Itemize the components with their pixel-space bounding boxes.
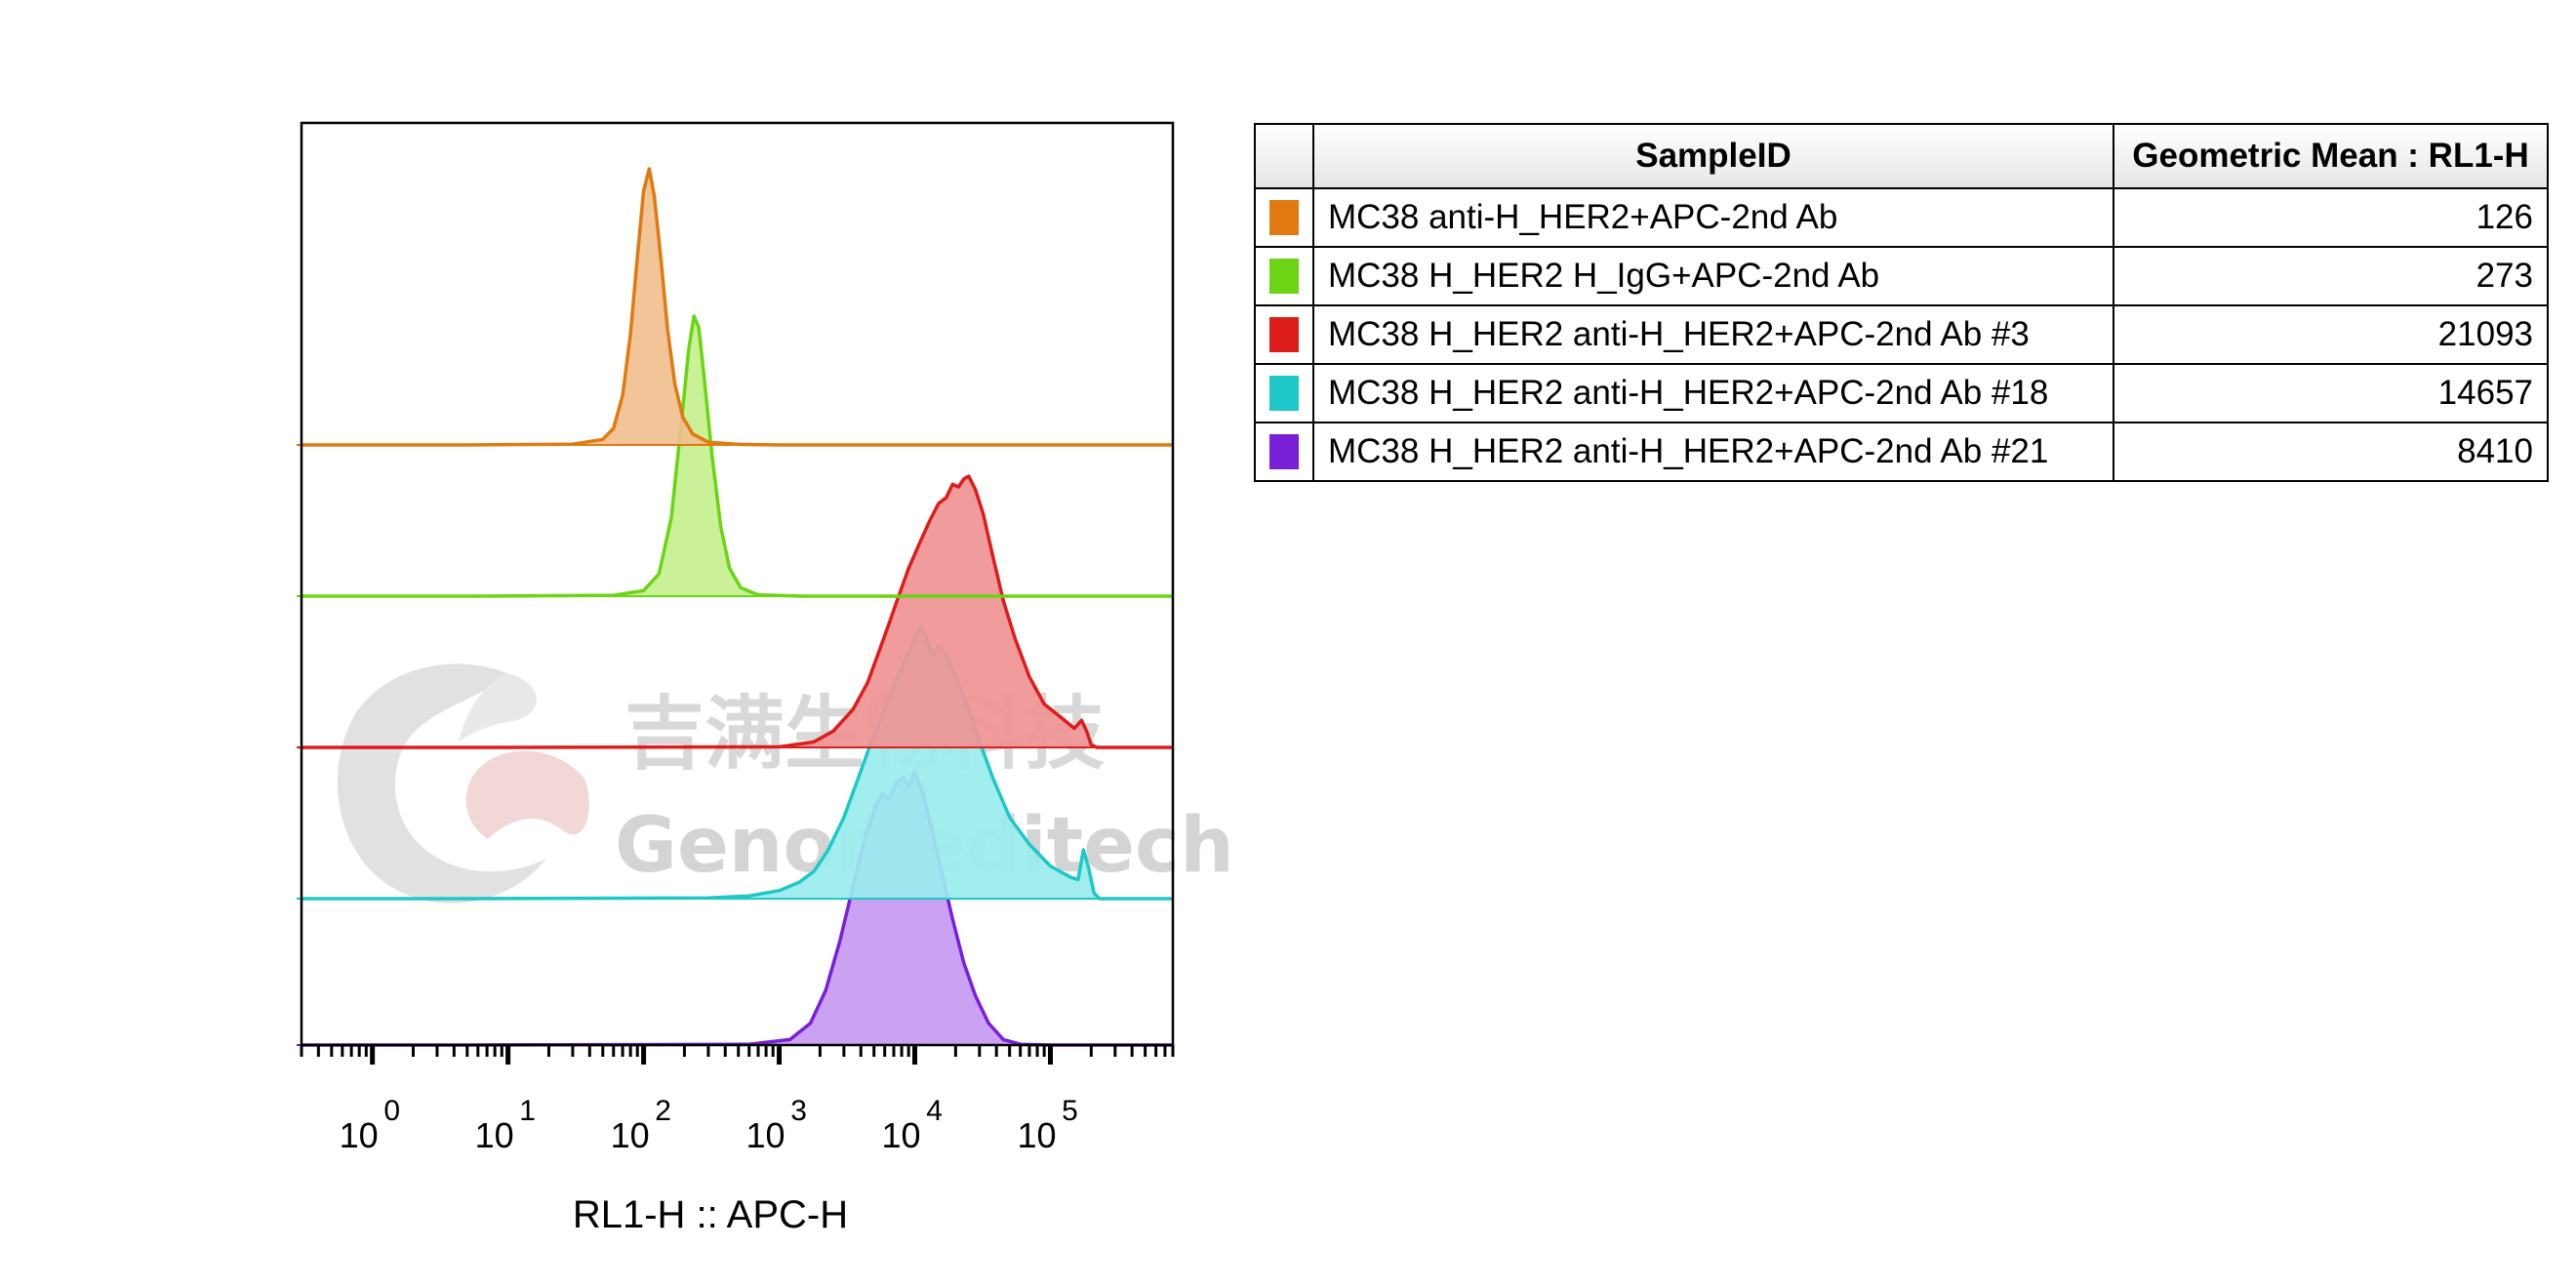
legend-header-swatch (1254, 123, 1314, 189)
x-axis-ticks (300, 1045, 1175, 1065)
legend-geometric-mean: 8410 (2113, 422, 2549, 482)
x-tick-label-base: 10 (746, 1115, 785, 1155)
legend-header-value: Geometric Mean : RL1-H (2113, 123, 2549, 189)
legend-swatch (1269, 200, 1299, 235)
legend-header-sample: SampleID (1312, 123, 2114, 189)
legend-header-row: SampleID Geometric Mean : RL1-H (1254, 123, 2549, 189)
x-tick-label-exponent: 3 (790, 1095, 807, 1127)
legend-geometric-mean: 273 (2113, 246, 2549, 306)
x-axis-title: RL1-H :: APC-H (573, 1193, 848, 1236)
x-tick-label-base: 10 (1017, 1115, 1056, 1155)
watermark: 吉满生物科技 Genomeditech (337, 664, 1234, 904)
legend-row: MC38 H_HER2 H_IgG+APC-2nd Ab 273 (1254, 246, 2549, 306)
legend-row: MC38 H_HER2 anti-H_HER2+APC-2nd Ab #21 8… (1254, 422, 2549, 482)
histogram-line-3 (302, 474, 1173, 749)
legend-row: MC38 H_HER2 anti-H_HER2+APC-2nd Ab #18 1… (1254, 363, 2549, 423)
legend-sample-name: MC38 anti-H_HER2+APC-2nd Ab (1312, 187, 2114, 248)
x-tick-label-base: 10 (882, 1115, 921, 1155)
watermark-logo (337, 664, 589, 904)
legend-sample-name: MC38 H_HER2 H_IgG+APC-2nd Ab (1312, 246, 2114, 306)
legend-geometric-mean: 126 (2113, 187, 2549, 248)
histogram-fill-1 (302, 169, 1173, 445)
legend-swatch (1269, 434, 1299, 469)
legend-swatch (1269, 259, 1299, 294)
legend-swatch (1269, 376, 1299, 411)
legend-sample-name: MC38 H_HER2 anti-H_HER2+APC-2nd Ab #18 (1312, 363, 2114, 423)
x-tick-label-exponent: 1 (519, 1095, 536, 1127)
x-tick-label-base: 10 (611, 1115, 650, 1155)
x-tick-label-base: 10 (340, 1115, 379, 1155)
legend-geometric-mean: 21093 (2113, 304, 2549, 365)
histogram-fill-2 (302, 316, 1173, 596)
histogram-line-1 (302, 167, 1173, 447)
x-tick-label-base: 10 (475, 1115, 514, 1155)
legend-row: MC38 anti-H_HER2+APC-2nd Ab 126 (1254, 187, 2549, 248)
histogram-fill-5 (302, 772, 1173, 1045)
legend-geometric-mean: 14657 (2113, 363, 2549, 423)
histogram-line-2 (302, 314, 1173, 598)
legend-sample-name: MC38 H_HER2 anti-H_HER2+APC-2nd Ab #21 (1312, 422, 2114, 482)
legend-sample-name: MC38 H_HER2 anti-H_HER2+APC-2nd Ab #3 (1312, 304, 2114, 365)
legend-row: MC38 H_HER2 anti-H_HER2+APC-2nd Ab #3 21… (1254, 304, 2549, 365)
legend-table: SampleID Geometric Mean : RL1-H MC38 ant… (1254, 123, 2549, 482)
x-tick-label-exponent: 4 (926, 1095, 943, 1127)
legend-swatch (1269, 317, 1299, 352)
x-tick-label-exponent: 5 (1062, 1095, 1078, 1127)
histogram-fill-3 (302, 476, 1173, 747)
x-tick-label-exponent: 0 (383, 1095, 400, 1127)
x-tick-label-exponent: 2 (655, 1095, 671, 1127)
histogram-series-group (297, 167, 1173, 1047)
